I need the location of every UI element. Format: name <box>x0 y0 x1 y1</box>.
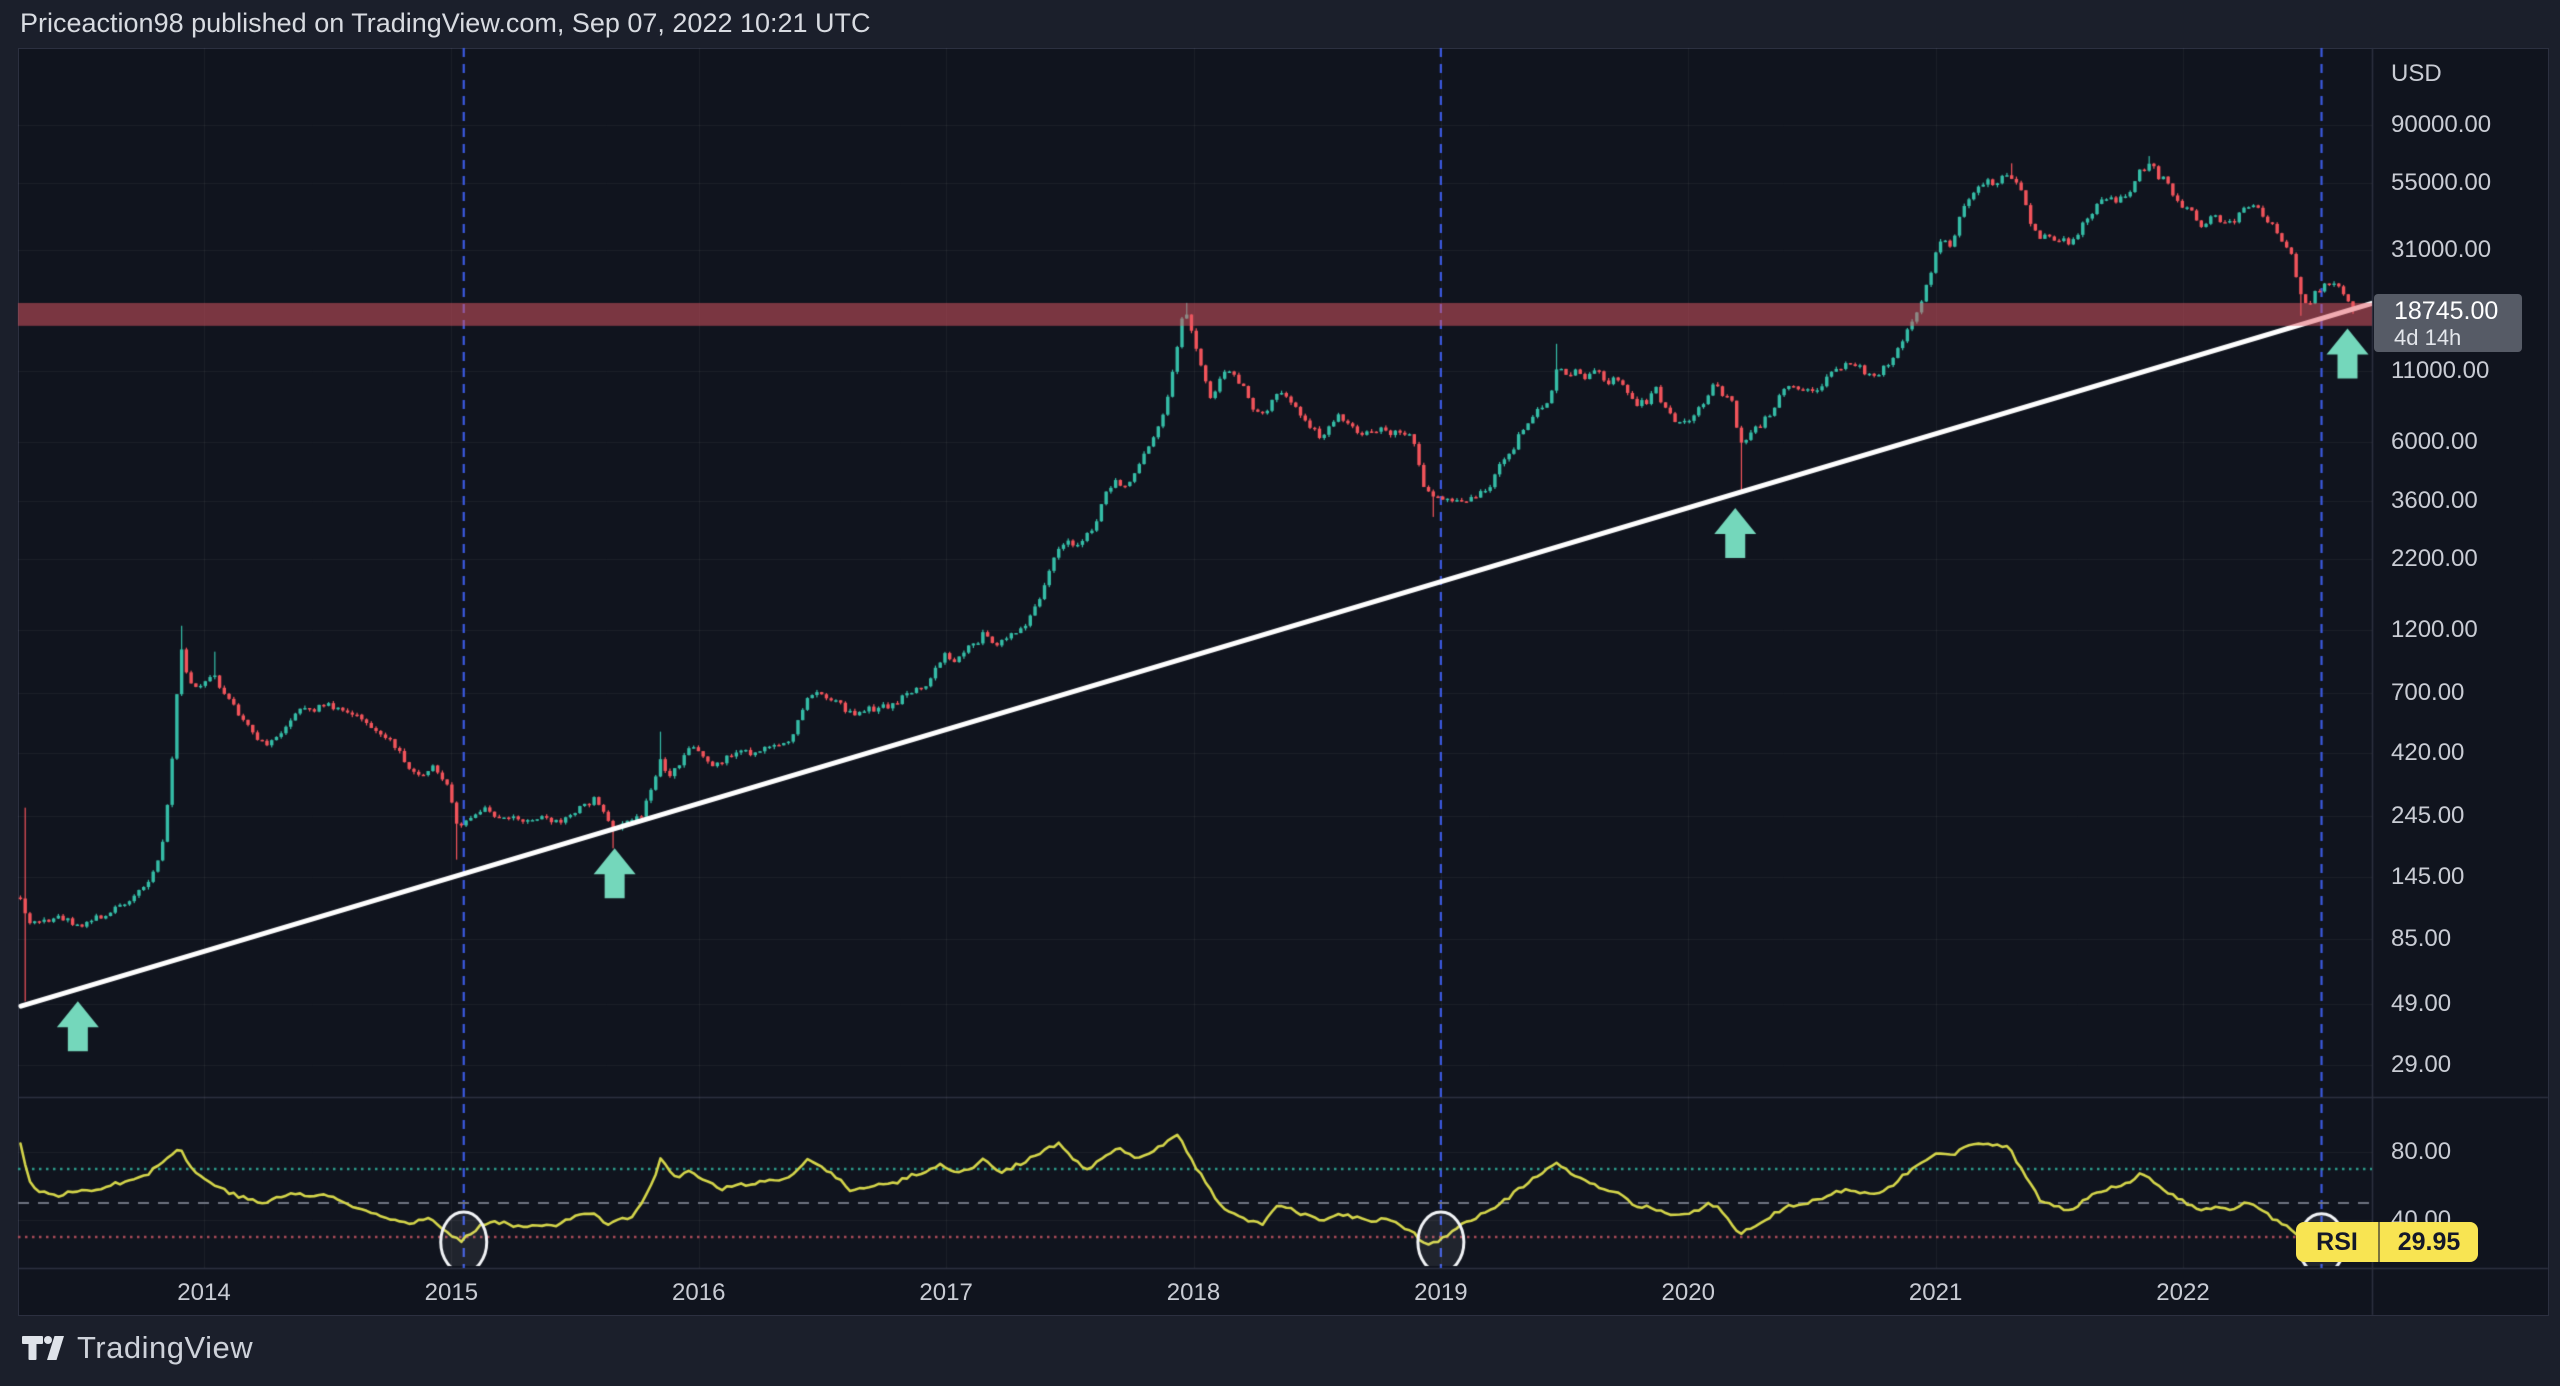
price-scale[interactable]: USD 90000.00 55000.00 31000.00 11000.00 6000… <box>2373 48 2548 1268</box>
price-tick-label: 2200.00 <box>2391 544 2478 572</box>
price-tick-label: 29.00 <box>2391 1051 2452 1078</box>
price-tick-label: 31000.00 <box>2391 235 2492 263</box>
time-scale[interactable]: 2014 2015 2016 2017 2018 2019 2020 2021 2022 <box>18 1269 2372 1315</box>
year-tick-label: 2017 <box>919 1279 973 1306</box>
price-tick-label: 85.00 <box>2391 925 2452 953</box>
year-tick-label: 2014 <box>177 1279 231 1306</box>
bar-countdown: 4d 14h <box>2394 325 2462 350</box>
rsi-value-badge: RSI 29.95 <box>2296 1222 2478 1262</box>
watermark-brand-text: TradingView <box>77 1330 254 1365</box>
price-tick-label: 11000.00 <box>2391 356 2490 384</box>
publish-info-text: Priceaction98 published on TradingView.c… <box>20 8 871 38</box>
price-tick-label: 245.00 <box>2391 801 2465 829</box>
year-tick-label: 2020 <box>1661 1279 1715 1306</box>
year-tick-label: 2022 <box>2156 1279 2210 1306</box>
tradingview-watermark: TradingView <box>22 1330 253 1366</box>
price-tick-label: 700.00 <box>2391 678 2465 706</box>
year-tick-label: 2018 <box>1166 1279 1221 1306</box>
price-tick-label: 6000.00 <box>2391 427 2478 455</box>
price-tick-label: 145.00 <box>2391 862 2465 890</box>
last-price-label: 18745.00 4d 14h <box>2374 294 2522 352</box>
rsi-badge-name: RSI <box>2316 1227 2358 1256</box>
rsi-tick-label: 80.00 <box>2391 1138 2452 1165</box>
year-tick-label: 2019 <box>1414 1279 1468 1306</box>
tradingview-logo-icon <box>22 1336 64 1360</box>
year-tick-label: 2015 <box>424 1279 479 1306</box>
price-tick-label: 3600.00 <box>2391 487 2478 515</box>
year-tick-label: 2016 <box>672 1279 726 1306</box>
price-tick-label: 55000.00 <box>2391 168 2492 196</box>
last-price-value: 18745.00 <box>2394 297 2499 325</box>
price-tick-label: 420.00 <box>2391 738 2465 766</box>
rsi-badge-value: 29.95 <box>2378 1222 2478 1262</box>
price-tick-label: 90000.00 <box>2391 111 2492 138</box>
currency-label: USD <box>2391 60 2442 87</box>
year-tick-label: 2021 <box>1908 1279 1963 1306</box>
price-tick-label: 49.00 <box>2391 989 2452 1017</box>
price-tick-label: 1200.00 <box>2391 615 2478 643</box>
